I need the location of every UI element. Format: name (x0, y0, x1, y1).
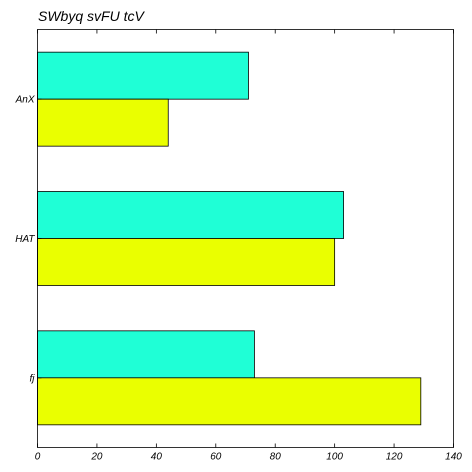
x-tick-label: 0 (35, 452, 41, 463)
y-tick-label: HAT (15, 234, 35, 245)
x-axis: 0 20 40 60 80 100 120 140 (35, 29, 462, 463)
bar-HAT-series-1 (37, 191, 344, 239)
bar-HAT-series-2 (37, 238, 336, 286)
bar-AnX-series-2 (37, 98, 169, 147)
x-tick-label: 100 (326, 452, 343, 463)
x-tick-label: 120 (386, 452, 403, 463)
x-tick-label: 60 (210, 452, 222, 463)
x-tick-label: 20 (90, 452, 103, 463)
x-tick-label: 140 (445, 452, 462, 463)
y-axis: AnX HAT fj (15, 95, 42, 384)
y-tick-label: fj (30, 373, 36, 384)
bar-AnX-series-1 (37, 51, 249, 100)
x-tick-label: 80 (270, 452, 282, 463)
bar-fj-series-1 (37, 330, 255, 379)
x-tick-label: 40 (151, 452, 163, 463)
y-tick-label: AnX (15, 95, 35, 106)
bars-group (37, 51, 422, 426)
bar-fj-series-2 (37, 377, 422, 426)
chart-title: SWbyq svFU tcV (38, 8, 145, 24)
